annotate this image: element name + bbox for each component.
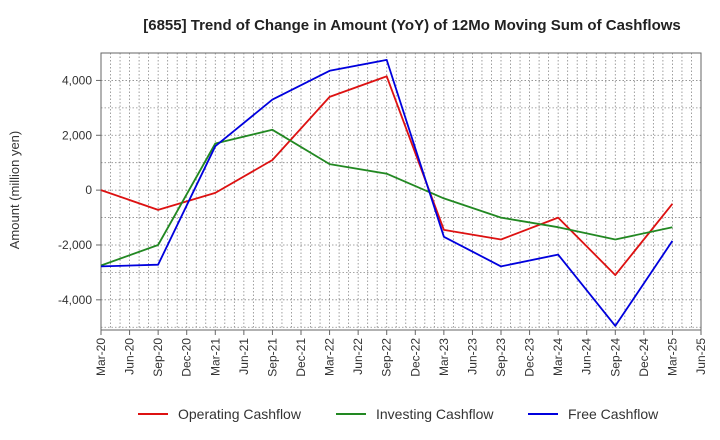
y-tick-label: 0	[85, 183, 92, 197]
plot-area-frame	[100, 52, 702, 331]
x-tick-label: Mar-20	[94, 338, 108, 376]
x-axis-ticks: Mar-20 Jun-20 Sep-20 Dec-20 Mar-21 Jun-21 Sep-…	[94, 330, 708, 377]
x-tick-label: Mar-25	[665, 338, 679, 376]
series-line-operating-cashflow	[100, 75, 674, 277]
y-tick-label: -4,000	[58, 293, 92, 307]
x-tick-label: Jun-24	[580, 338, 594, 375]
x-tick-label: Mar-21	[208, 338, 222, 376]
x-tick-label: Dec-20	[180, 338, 194, 377]
x-tick-label: Dec-21	[294, 338, 308, 377]
legend-label-investing-cashflow: Investing Cashflow	[376, 406, 494, 422]
legend-label-operating-cashflow: Operating Cashflow	[178, 406, 302, 422]
chart-title: [6855] Trend of Change in Amount (YoY) o…	[143, 17, 681, 34]
x-tick-label: Dec-23	[523, 338, 537, 377]
x-tick-label: Dec-24	[637, 338, 651, 377]
x-tick-label: Mar-22	[323, 338, 337, 376]
x-tick-label: Mar-24	[551, 338, 565, 376]
x-tick-label: Jun-25	[694, 338, 708, 375]
series-line-investing-cashflow	[100, 128, 673, 267]
grid	[101, 52, 701, 330]
x-tick-label: Mar-23	[437, 338, 451, 376]
y-tick-label: 4,000	[62, 73, 92, 87]
y-axis-label: Amount (million yen)	[7, 131, 22, 250]
legend: Operating Cashflow Investing Cashflow Free…	[138, 406, 659, 422]
legend-label-free-cashflow: Free Cashflow	[568, 406, 659, 422]
y-axis-ticks: 4,000 2,000 0 -2,000 -4,000	[58, 73, 101, 307]
y-tick-label: 2,000	[62, 128, 92, 142]
x-tick-label: Sep-23	[494, 338, 508, 377]
x-tick-label: Sep-20	[151, 338, 165, 377]
series-lines	[100, 59, 674, 327]
y-tick-label: -2,000	[58, 238, 92, 252]
x-tick-label: Jun-21	[237, 338, 251, 375]
x-tick-label: Sep-22	[380, 338, 394, 377]
x-tick-label: Sep-21	[265, 338, 279, 377]
series-line-free-cashflow	[100, 59, 674, 327]
x-tick-label: Jun-20	[123, 338, 137, 375]
x-tick-label: Sep-24	[608, 338, 622, 377]
x-tick-label: Jun-22	[351, 338, 365, 375]
x-tick-label: Jun-23	[465, 338, 479, 375]
x-tick-label: Dec-22	[408, 338, 422, 377]
